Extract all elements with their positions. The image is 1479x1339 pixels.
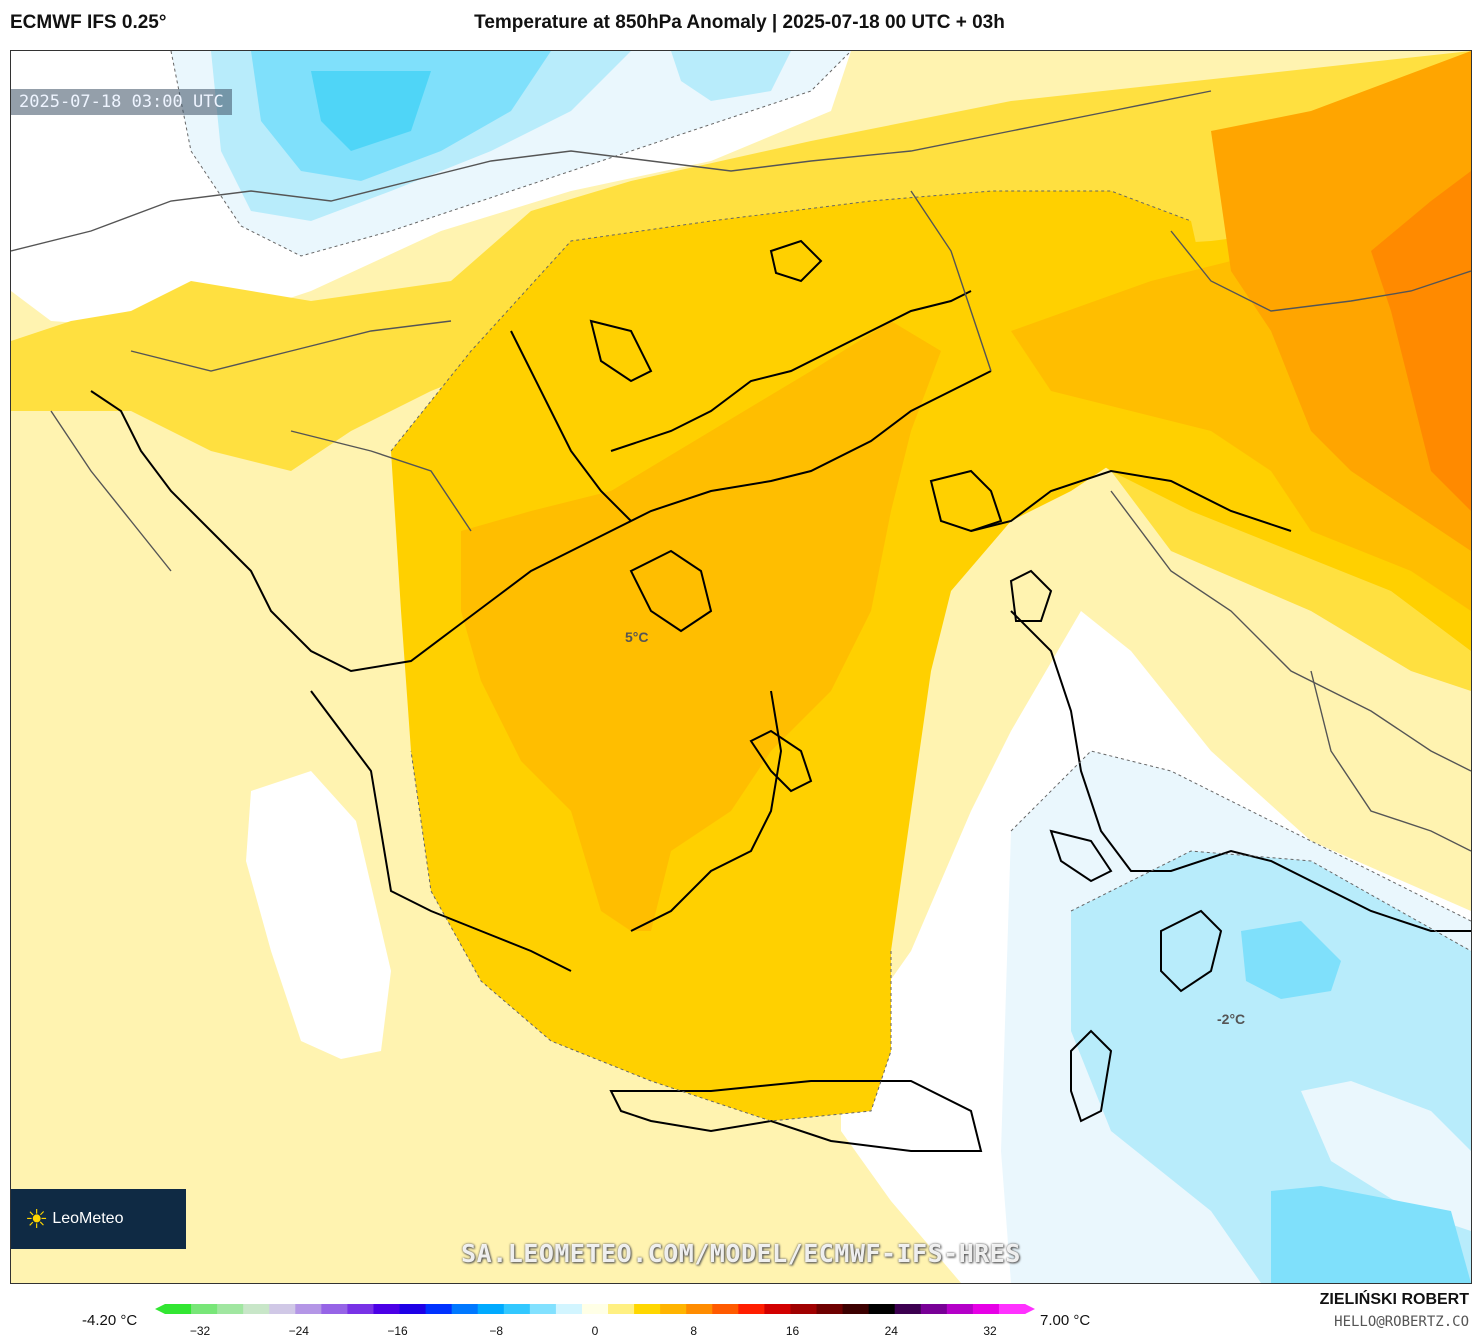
color-scale-segment — [946, 1304, 974, 1314]
color-scale-segment — [269, 1304, 296, 1314]
color-scale-segment — [373, 1304, 401, 1314]
anomaly-field-cyan-north — [311, 71, 431, 151]
color-scale-max-arrow — [1025, 1304, 1035, 1314]
country-borders — [11, 90, 1471, 852]
color-scale-segment — [477, 1304, 505, 1314]
anomaly-map — [11, 51, 1471, 1283]
color-scale-tick-label: 8 — [690, 1324, 698, 1338]
color-scale-segment — [920, 1304, 948, 1314]
anomaly-field-orange-far-ne — [1211, 51, 1471, 551]
color-scale-segment — [816, 1304, 844, 1314]
logo-text: LeoMeteo — [52, 1210, 124, 1227]
color-scale-segment — [425, 1304, 453, 1314]
author-name: ZIELIŃSKI ROBERT — [1319, 1291, 1469, 1308]
color-scale-segment — [555, 1304, 583, 1314]
color-scale-segment — [243, 1304, 270, 1314]
anomaly-field-white-west — [246, 771, 391, 1059]
color-scale-tick-label: 16 — [785, 1324, 800, 1338]
anomaly-field-amber-core — [461, 321, 941, 931]
color-scale-segment — [790, 1304, 818, 1314]
color-scale-segment — [686, 1304, 713, 1314]
coastlines — [90, 239, 1471, 1152]
color-scale-segment — [608, 1304, 635, 1314]
color-scale-segment — [634, 1304, 661, 1314]
scale-min-value: -4.20 °C — [82, 1312, 138, 1329]
color-scale-segment — [581, 1304, 609, 1314]
color-scale-segment — [998, 1304, 1026, 1314]
contour-label-5c: 5°C — [625, 629, 649, 645]
map-panel: 2025-07-18 03:00 UTC 5°C -2°C ☀ LeoMeteo… — [10, 50, 1472, 1284]
color-scale-tick-label: −8 — [489, 1324, 504, 1338]
color-scale-segment — [165, 1304, 192, 1314]
anomaly-field-sky-blue-se — [1241, 921, 1341, 999]
scale-max-value: 7.00 °C — [1040, 1312, 1091, 1329]
contour-label-minus2c: -2°C — [1217, 1011, 1246, 1027]
sun-icon: ☀ — [25, 1203, 49, 1234]
anomaly-field-sky-blue-se2 — [1271, 1186, 1471, 1283]
model-name: ECMWF IFS 0.25° — [10, 12, 167, 33]
color-scale-segment — [191, 1304, 218, 1314]
contour-lines — [170, 51, 1471, 1122]
color-scale-segment — [347, 1304, 374, 1314]
leometeo-logo[interactable]: ☀ LeoMeteo — [11, 1189, 186, 1249]
color-scale-segment — [764, 1304, 791, 1314]
color-scale-tick-label: 0 — [591, 1324, 599, 1338]
valid-time-label: 2025-07-18 03:00 UTC — [11, 89, 232, 115]
color-scale-segment — [295, 1304, 322, 1314]
chart-title: Temperature at 850hPa Anomaly | 2025-07-… — [474, 12, 1005, 33]
color-scale-segment — [842, 1304, 870, 1314]
anomaly-field-deep-orange — [1371, 171, 1471, 511]
color-scale-segment — [894, 1304, 922, 1314]
color-scale-segment — [660, 1304, 687, 1314]
color-scale-segment — [503, 1304, 531, 1314]
color-scale-segment — [972, 1304, 1000, 1314]
color-scale-segment — [321, 1304, 348, 1314]
color-scale-segment — [738, 1304, 765, 1314]
color-scale-segment — [712, 1304, 739, 1314]
color-scale-tick-label: −24 — [288, 1324, 309, 1338]
anomaly-field-pale-blue-ne — [671, 51, 791, 101]
color-scale-tick-label: 24 — [884, 1324, 898, 1338]
color-scale-tick-label: 32 — [983, 1324, 997, 1338]
source-url-watermark: SA.LEOMETEO.COM/MODEL/ECMWF-IFS-HRES — [461, 1239, 1021, 1268]
anomaly-field-white-se-patch — [1301, 1081, 1471, 1231]
color-scale-bar — [155, 1304, 1035, 1314]
color-scale-segment — [217, 1304, 244, 1314]
color-scale-min-arrow — [155, 1304, 165, 1314]
color-scale-segment — [868, 1304, 896, 1314]
color-scale-tick-label: −16 — [387, 1324, 408, 1338]
color-scale-tick-label: −32 — [189, 1324, 211, 1338]
author-email: HELLO@ROBERTZ.CO — [1334, 1314, 1469, 1330]
color-scale-segment — [451, 1304, 479, 1314]
color-scale-segment — [399, 1304, 427, 1314]
color-scale-segment — [529, 1304, 557, 1314]
